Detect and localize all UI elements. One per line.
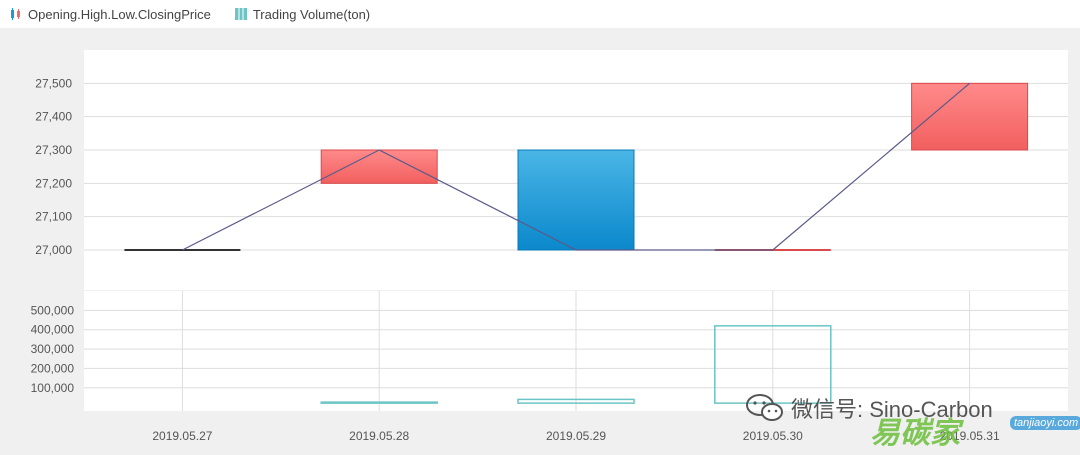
date-tick-label: 2019.05.31 <box>940 429 1000 443</box>
close-line-path <box>182 82 970 251</box>
volume-bar <box>320 401 438 404</box>
close-price-line <box>182 82 970 251</box>
volume-gridlines <box>84 291 1068 411</box>
bar-icon <box>234 8 247 20</box>
wechat-icon <box>746 394 783 421</box>
price-tick-label: 27,000 <box>35 243 72 257</box>
legend-label-volume: Trading Volume(ton) <box>252 6 371 22</box>
price-tick-label: 27,200 <box>35 176 72 190</box>
brand-domain: tanjiaoyi.com <box>1010 416 1080 430</box>
volume-bar <box>517 398 635 404</box>
legend-item-volume[interactable]: Trading Volume(ton) <box>234 6 371 22</box>
price-tick-label: 27,500 <box>35 76 72 90</box>
price-axis: 27,000 27,100 27,200 27,300 27,400 27,500 <box>35 76 72 257</box>
volume-tick-label: 200,000 <box>31 361 75 375</box>
brand-logo: 易碳家 <box>870 416 960 451</box>
date-tick-label: 2019.05.28 <box>349 429 409 443</box>
date-tick-label: 2019.05.27 <box>152 429 212 443</box>
legend-item-candle[interactable]: Opening.High.Low.ClosingPrice <box>10 7 211 22</box>
candle-body <box>320 149 438 184</box>
volume-tick-label: 500,000 <box>31 303 75 317</box>
date-axis: 2019.05.27 2019.05.28 2019.05.29 2019.05.30… <box>152 429 1000 443</box>
legend: Opening.High.Low.ClosingPrice Trading Vo… <box>0 0 1080 28</box>
volume-axis: 100,000 200,000 300,000 400,000 500,000 <box>31 303 75 394</box>
date-tick-label: 2019.05.29 <box>546 429 606 443</box>
wechat-watermark: 微信号: Sino-Carbon <box>745 392 993 424</box>
volume-tick-label: 300,000 <box>31 342 75 356</box>
watermark-text: 微信号: Sino-Carbon <box>791 397 993 422</box>
date-tick-label: 2019.05.30 <box>743 429 803 443</box>
candlestick-icon <box>11 8 20 20</box>
candle-body <box>911 82 1029 151</box>
price-tick-label: 27,100 <box>35 210 72 224</box>
legend-label-candle: Opening.High.Low.ClosingPrice <box>28 6 211 22</box>
volume-tick-label: 400,000 <box>31 323 75 337</box>
volume-tick-label: 100,000 <box>31 381 75 395</box>
price-tick-label: 27,400 <box>35 110 72 124</box>
price-tick-label: 27,300 <box>35 143 72 157</box>
candle-body <box>517 149 635 251</box>
